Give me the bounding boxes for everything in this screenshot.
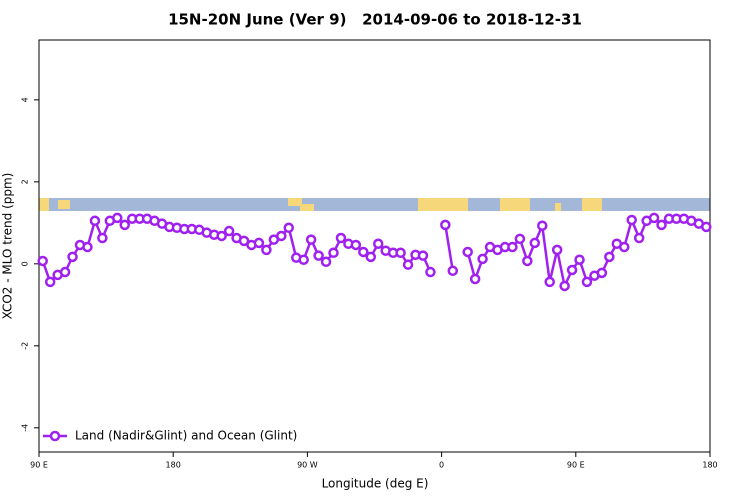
data-point <box>328 247 339 259</box>
data-point <box>112 212 123 224</box>
data-point <box>566 264 578 276</box>
data-point <box>395 247 406 259</box>
data-point <box>417 250 429 261</box>
data-point <box>559 280 570 292</box>
x-tick-label: 90 E <box>30 461 48 470</box>
chart-title: 15N-20N June (Ver 9) 2014-09-06 to 2018-… <box>168 11 582 29</box>
y-axis-label: XCO2 - MLO trend (ppm) <box>1 173 15 320</box>
data-point <box>447 265 459 277</box>
data-point <box>67 251 78 263</box>
plot-frame <box>38 39 711 453</box>
data-point <box>365 251 377 263</box>
data-point <box>261 244 272 256</box>
data-point <box>82 241 93 253</box>
data-point <box>89 215 101 227</box>
data-point <box>537 220 548 231</box>
x-tick-label: 0 <box>439 461 444 470</box>
data-point <box>276 230 287 242</box>
x-tick-label: 90 W <box>297 461 318 470</box>
data-point <box>37 255 48 267</box>
y-tick-label: 4 <box>21 97 30 102</box>
data-point <box>335 232 347 244</box>
data-point <box>358 246 369 258</box>
data-point <box>44 276 56 288</box>
data-point <box>551 244 563 256</box>
y-tick-label: 2 <box>21 179 30 184</box>
data-point <box>581 276 593 288</box>
series-line <box>41 216 707 290</box>
data-point <box>216 230 227 242</box>
x-tick-label: 90 E <box>567 461 585 470</box>
data-point <box>507 241 518 253</box>
data-point <box>462 246 473 258</box>
data-point <box>402 259 414 270</box>
x-axis-label: Longitude (deg E) <box>322 477 429 491</box>
data-point <box>574 254 585 265</box>
data-point <box>544 276 555 288</box>
data-point <box>313 250 324 261</box>
data-point <box>283 222 295 234</box>
y-tick-label: -4 <box>21 424 30 432</box>
data-point <box>604 251 615 263</box>
data-point <box>425 266 436 278</box>
data-point <box>253 237 265 249</box>
data-point <box>97 232 108 244</box>
data-point <box>626 214 637 226</box>
legend-label: Land (Nadir&Glint) and Ocean (Glint) <box>75 429 297 443</box>
data-point <box>119 219 130 231</box>
data-point <box>648 212 660 224</box>
data-point <box>350 239 362 251</box>
map-strip <box>39 198 710 211</box>
data-point <box>633 232 645 244</box>
data-point <box>529 237 541 249</box>
y-tick-label: -2 <box>21 342 30 350</box>
data-point <box>656 219 667 231</box>
data-point <box>514 233 526 245</box>
legend-marker <box>49 430 61 442</box>
data-point <box>619 241 630 253</box>
data-point <box>701 221 712 233</box>
data-point <box>596 267 608 279</box>
data-point <box>59 266 71 278</box>
data-point <box>305 234 317 245</box>
y-tick-label: 0 <box>21 261 30 266</box>
data-point <box>477 253 488 265</box>
data-point <box>469 273 481 285</box>
x-tick-label: 180 <box>702 461 717 470</box>
data-point <box>440 219 451 231</box>
x-tick-label: 180 <box>166 461 181 470</box>
data-point <box>238 235 250 247</box>
data-point <box>522 255 533 267</box>
data-point <box>372 238 384 249</box>
data-point <box>320 256 332 268</box>
data-point <box>223 225 235 237</box>
data-point <box>298 254 309 265</box>
